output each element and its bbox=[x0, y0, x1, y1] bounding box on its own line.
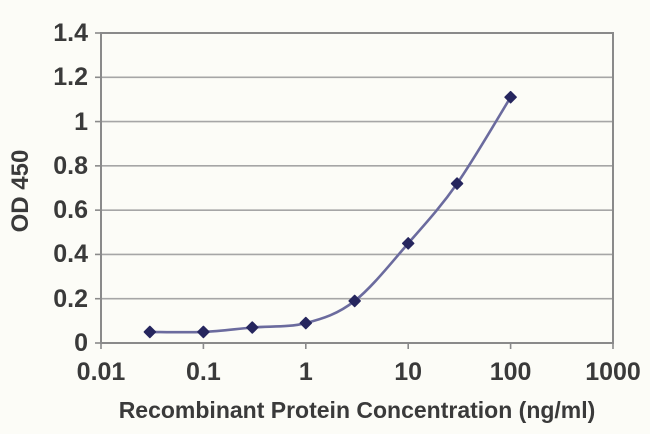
x-tick-label: 1 bbox=[298, 358, 313, 386]
y-tick-label: 1 bbox=[74, 107, 88, 136]
data-point-marker bbox=[348, 294, 361, 308]
y-tick-label: 0.8 bbox=[53, 151, 88, 180]
x-tick-label: 10 bbox=[394, 358, 423, 386]
y-tick-label: 0 bbox=[74, 329, 88, 357]
y-tick-label: 0.2 bbox=[53, 284, 88, 313]
data-point-marker bbox=[246, 321, 259, 334]
plot-border bbox=[100, 32, 614, 344]
y-tick-label: 0.6 bbox=[53, 196, 88, 225]
x-tick-label: 0.1 bbox=[186, 358, 221, 386]
y-tick-label: 1.2 bbox=[53, 63, 88, 92]
data-series-line bbox=[149, 96, 512, 334]
y-tick-label: 0.4 bbox=[53, 240, 88, 269]
x-axis-title: Recombinant Protein Concentration (ng/ml… bbox=[118, 397, 596, 423]
x-tick-label: 1000 bbox=[585, 358, 641, 386]
x-tick-label: 100 bbox=[489, 358, 532, 386]
data-point-marker bbox=[197, 325, 210, 339]
data-point-marker bbox=[401, 237, 415, 250]
data-point-marker bbox=[504, 90, 517, 104]
data-point-marker bbox=[299, 316, 313, 330]
data-point-marker bbox=[450, 177, 464, 190]
data-point-marker bbox=[143, 325, 157, 339]
y-axis-title: OD 450 bbox=[7, 149, 34, 233]
y-tick-label: 1.4 bbox=[53, 19, 88, 47]
x-tick-label: 0.01 bbox=[76, 358, 126, 386]
